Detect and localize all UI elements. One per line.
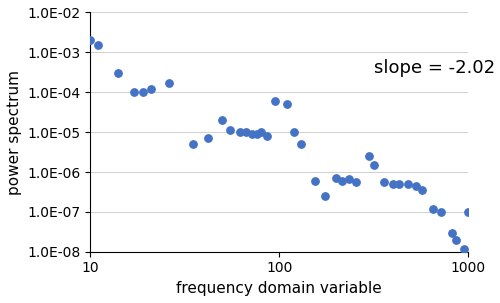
Y-axis label: power spectrum: power spectrum (7, 70, 22, 195)
Point (296, 142, 304, 147)
Point (290, 130, 298, 135)
Point (412, 183, 420, 188)
Point (404, 181, 411, 186)
Point (311, 178, 319, 183)
Point (94, 43, 102, 48)
Point (252, 132, 260, 136)
Point (114, 71, 122, 76)
Text: slope = -2.02: slope = -2.02 (374, 59, 496, 77)
Point (271, 99, 279, 104)
Point (248, 132, 256, 136)
Point (418, 188, 426, 193)
Point (130, 90, 138, 95)
Point (139, 90, 147, 95)
Point (257, 130, 265, 135)
Point (242, 130, 250, 135)
Point (165, 81, 173, 85)
Point (218, 118, 226, 122)
Point (283, 102, 291, 107)
Point (464, 209, 472, 214)
Point (380, 180, 388, 185)
Point (332, 176, 340, 181)
Point (148, 87, 156, 92)
Point (365, 154, 373, 158)
Point (321, 194, 329, 198)
Point (394, 181, 402, 186)
Point (452, 237, 460, 242)
Point (226, 128, 234, 133)
Point (352, 180, 360, 185)
Point (388, 181, 396, 186)
Point (204, 136, 212, 141)
Point (437, 209, 445, 214)
Point (236, 130, 244, 135)
Point (428, 206, 436, 211)
Point (263, 134, 271, 138)
Point (460, 246, 468, 251)
X-axis label: frequency domain variable: frequency domain variable (176, 281, 382, 296)
Point (86, 38, 94, 43)
Point (338, 178, 346, 183)
Point (345, 177, 353, 182)
Point (370, 162, 378, 167)
Point (189, 142, 197, 147)
Point (448, 230, 456, 235)
